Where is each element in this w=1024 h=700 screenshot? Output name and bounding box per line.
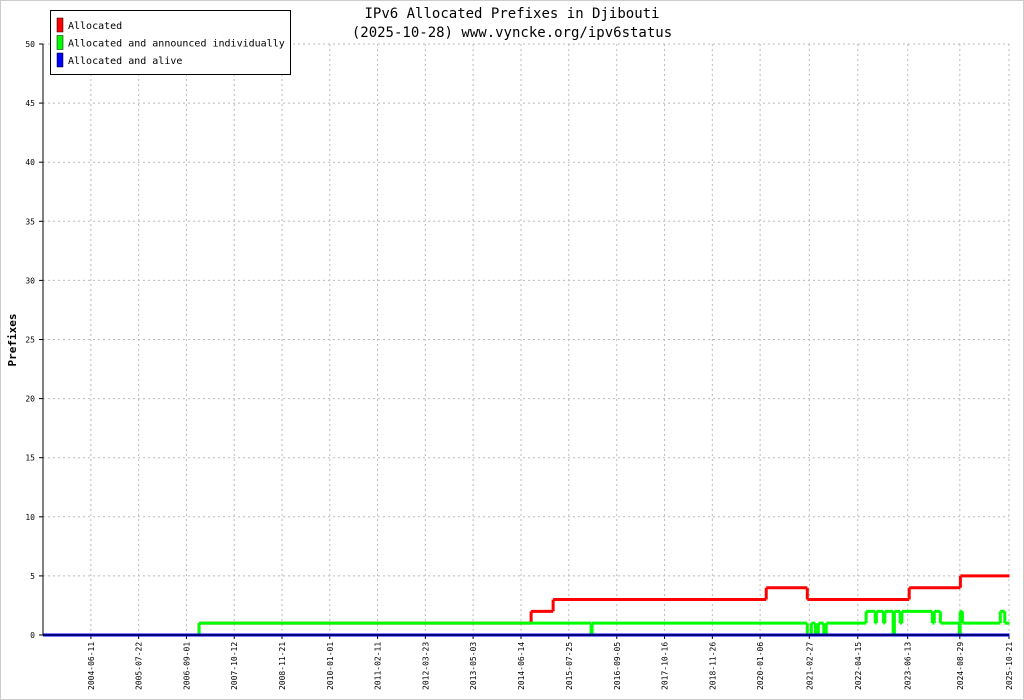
legend-label: Allocated and announced individually bbox=[68, 39, 285, 50]
x-tick-label: 2025-10-21 bbox=[1005, 642, 1014, 690]
legend-swatch bbox=[56, 35, 64, 50]
x-tick-label: 2018-11-26 bbox=[708, 642, 717, 690]
x-tick-label: 2014-06-14 bbox=[517, 642, 526, 690]
x-tick-label: 2004-06-11 bbox=[87, 642, 96, 690]
x-tick-label: 2010-01-01 bbox=[326, 642, 335, 690]
y-tick-label: 30 bbox=[25, 276, 35, 285]
x-tick-label: 2023-06-13 bbox=[904, 642, 913, 690]
x-tick-label: 2011-02-11 bbox=[374, 642, 383, 690]
y-tick-label: 5 bbox=[30, 572, 35, 581]
x-tick-label: 2015-07-25 bbox=[565, 642, 574, 690]
x-tick-label: 2020-01-06 bbox=[756, 642, 765, 690]
y-tick-label: 20 bbox=[25, 395, 35, 404]
x-tick-label: 2021-02-27 bbox=[805, 642, 814, 690]
x-tick-label: 2017-10-16 bbox=[661, 642, 670, 690]
chart-subtitle: (2025-10-28) www.vyncke.org/ipv6status bbox=[352, 25, 672, 41]
y-tick-label: 15 bbox=[25, 454, 35, 463]
y-tick-label: 50 bbox=[25, 40, 35, 49]
y-tick-label: 45 bbox=[25, 99, 35, 108]
x-tick-label: 2022-04-15 bbox=[854, 642, 863, 690]
x-tick-label: 2016-09-05 bbox=[613, 642, 622, 690]
x-tick-label: 2007-10-12 bbox=[230, 642, 239, 690]
x-tick-label: 2006-09-01 bbox=[182, 642, 191, 690]
grid: 0 5 10 15 20 25 30 35 40 45 50 2004-06-11 2005-07-22… bbox=[25, 40, 1014, 690]
legend-swatch bbox=[56, 52, 64, 68]
y-tick-label: 0 bbox=[30, 631, 35, 640]
y-tick-label: 10 bbox=[25, 513, 35, 522]
x-tick-label: 2013-05-03 bbox=[469, 642, 478, 690]
y-tick-label: 40 bbox=[25, 158, 35, 167]
y-tick-label: 35 bbox=[25, 217, 35, 226]
chart-title: IPv6 Allocated Prefixes in Djibouti bbox=[364, 6, 659, 22]
x-tick-label: 2005-07-22 bbox=[135, 642, 144, 690]
x-tick-label: 2008-11-21 bbox=[278, 642, 287, 690]
legend-label: Allocated bbox=[68, 21, 122, 32]
x-tick-label: 2012-03-23 bbox=[421, 642, 430, 690]
y-tick-label: 25 bbox=[25, 336, 35, 345]
legend: Allocated Allocated and announced individ… bbox=[50, 10, 291, 75]
x-tick-label: 2024-08-29 bbox=[956, 642, 965, 690]
legend-label: Allocated and alive bbox=[68, 56, 182, 67]
legend-swatch bbox=[56, 17, 64, 33]
y-axis-label: Prefixes bbox=[6, 314, 19, 367]
legend-box bbox=[50, 10, 291, 75]
